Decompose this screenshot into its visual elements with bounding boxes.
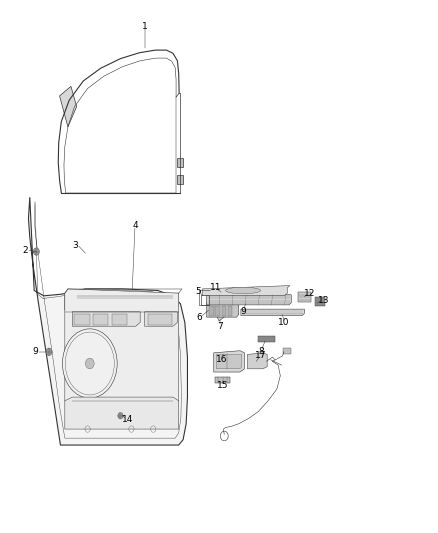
Text: 13: 13 <box>318 296 329 304</box>
Text: 1: 1 <box>141 22 148 31</box>
Ellipse shape <box>78 301 113 307</box>
Text: 17: 17 <box>255 351 267 360</box>
Text: 6: 6 <box>196 313 202 321</box>
Text: 15: 15 <box>217 382 228 390</box>
Polygon shape <box>207 303 239 317</box>
Polygon shape <box>215 306 228 321</box>
Ellipse shape <box>62 329 117 398</box>
Text: 9: 9 <box>240 308 246 316</box>
Bar <box>93 314 108 325</box>
Polygon shape <box>241 309 304 316</box>
Polygon shape <box>247 353 267 369</box>
Text: 8: 8 <box>258 348 265 356</box>
Text: 2: 2 <box>23 246 28 255</box>
Text: 3: 3 <box>72 241 78 249</box>
Bar <box>228 306 232 316</box>
Bar <box>148 314 172 325</box>
Polygon shape <box>216 354 242 369</box>
Text: 7: 7 <box>217 322 223 330</box>
Bar <box>209 306 214 316</box>
Text: 4: 4 <box>132 222 138 230</box>
Polygon shape <box>60 86 77 127</box>
Circle shape <box>118 413 123 419</box>
Text: 11: 11 <box>210 284 222 292</box>
Bar <box>298 292 311 302</box>
Text: 14: 14 <box>122 415 134 424</box>
Ellipse shape <box>143 299 172 309</box>
Bar <box>74 314 90 325</box>
Polygon shape <box>202 286 290 295</box>
Bar <box>177 175 183 184</box>
Text: 12: 12 <box>304 289 315 297</box>
Text: 9: 9 <box>32 348 38 356</box>
Bar <box>177 158 183 167</box>
Bar <box>222 306 226 316</box>
Polygon shape <box>65 397 179 429</box>
Bar <box>215 306 220 316</box>
Polygon shape <box>72 312 140 326</box>
Circle shape <box>33 248 39 255</box>
Bar <box>315 297 325 306</box>
Bar <box>112 314 127 325</box>
Ellipse shape <box>74 298 116 309</box>
Ellipse shape <box>226 287 261 294</box>
Polygon shape <box>65 293 179 310</box>
Bar <box>258 336 275 342</box>
Circle shape <box>46 348 52 356</box>
Text: 5: 5 <box>195 287 201 296</box>
Polygon shape <box>214 351 244 372</box>
Text: 10: 10 <box>278 319 290 327</box>
Bar <box>283 348 291 354</box>
Polygon shape <box>215 377 230 383</box>
Polygon shape <box>207 295 291 305</box>
Text: 16: 16 <box>216 355 227 364</box>
Polygon shape <box>145 312 177 326</box>
Polygon shape <box>28 197 187 445</box>
Circle shape <box>85 358 94 369</box>
Polygon shape <box>65 289 179 405</box>
